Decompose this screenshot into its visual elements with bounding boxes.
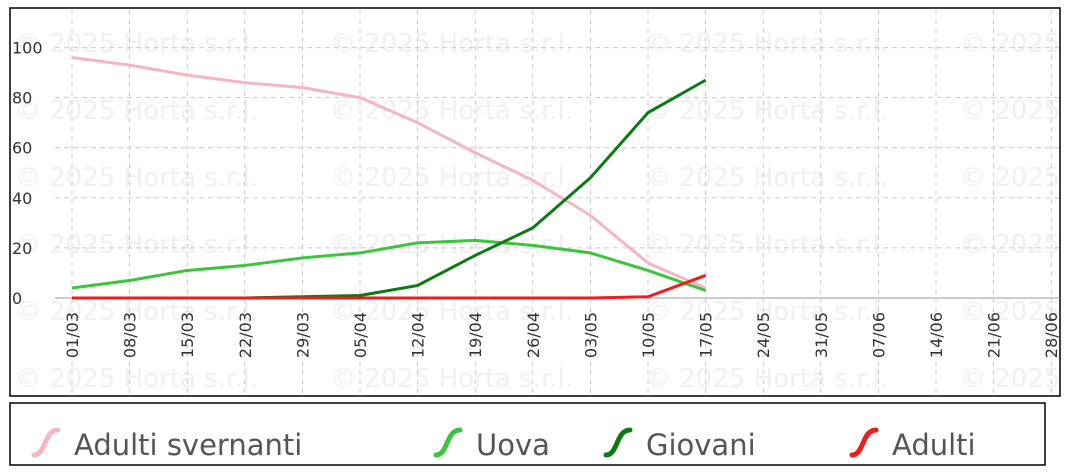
watermark: © 2025 Horta s.r.l. bbox=[960, 163, 1067, 193]
legend-label: Adulti bbox=[892, 428, 976, 462]
y-tick-label: 40 bbox=[12, 189, 32, 208]
x-tick-label: 15/03 bbox=[178, 312, 197, 358]
x-tick-label: 21/06 bbox=[985, 312, 1004, 358]
x-tick-label: 17/05 bbox=[697, 312, 716, 358]
watermark: © 2025 Horta s.r.l. bbox=[15, 96, 258, 126]
x-tick-label: 22/03 bbox=[236, 312, 255, 358]
legend-label: Giovani bbox=[646, 428, 756, 462]
watermark: © 2025 Horta s.r.l. bbox=[645, 297, 888, 327]
legend-icon bbox=[603, 427, 633, 458]
watermark: © 2025 Horta s.r.l. bbox=[15, 364, 258, 394]
chart-frame bbox=[9, 7, 1061, 397]
x-tick-label: 31/05 bbox=[812, 312, 831, 358]
x-tick-label: 07/06 bbox=[869, 312, 888, 358]
watermark: © 2025 Horta s.r.l. bbox=[960, 230, 1067, 260]
watermark: © 2025 Horta s.r.l. bbox=[645, 96, 888, 126]
watermark: © 2025 Horta s.r.l. bbox=[15, 29, 258, 59]
y-tick-label: 60 bbox=[12, 139, 32, 158]
series-line bbox=[71, 56, 707, 290]
legend-icon bbox=[433, 427, 463, 458]
legend-icon bbox=[849, 427, 879, 458]
watermark: © 2025 Horta s.r.l. bbox=[330, 364, 573, 394]
y-tick-label: 100 bbox=[12, 39, 43, 58]
x-tick-label: 26/04 bbox=[524, 312, 543, 358]
x-tick-label: 14/06 bbox=[927, 312, 946, 358]
y-tick-label: 80 bbox=[12, 89, 32, 108]
x-tick-label: 10/05 bbox=[639, 312, 658, 358]
y-tick-label: 0 bbox=[12, 289, 22, 308]
watermark: © 2025 Horta s.r.l. bbox=[15, 163, 258, 193]
watermark: © 2025 Horta s.r.l. bbox=[960, 96, 1067, 126]
x-tick-label: 12/04 bbox=[409, 312, 428, 358]
x-tick-label: 03/05 bbox=[581, 312, 600, 358]
x-tick-label: 29/03 bbox=[293, 312, 312, 358]
series-line bbox=[72, 274, 707, 300]
watermark: © 2025 Horta s.r.l. bbox=[645, 29, 888, 59]
watermark: © 2025 Horta s.r.l. bbox=[645, 364, 888, 394]
legend-label: Uova bbox=[476, 428, 550, 462]
watermark: © 2025 Horta s.r.l. bbox=[960, 297, 1067, 327]
watermark: © 2025 Horta s.r.l. bbox=[15, 230, 258, 260]
legend-frame bbox=[9, 402, 1046, 466]
x-tick-label: 05/04 bbox=[351, 312, 370, 358]
legend-label: Adulti svernanti bbox=[74, 428, 302, 462]
legend-icon bbox=[31, 427, 61, 458]
watermark: © 2025 Horta s.r.l. bbox=[15, 297, 258, 327]
watermark: © 2025 Horta s.r.l. bbox=[960, 364, 1067, 394]
watermark: © 2025 Horta s.r.l. bbox=[330, 163, 573, 193]
x-tick-label: 28/06 bbox=[1042, 312, 1061, 358]
x-tick-label: 08/03 bbox=[121, 312, 140, 358]
y-tick-label: 20 bbox=[12, 239, 32, 258]
watermark: © 2025 Horta s.r.l. bbox=[960, 29, 1067, 59]
series-line bbox=[71, 238, 707, 292]
x-tick-label: 19/04 bbox=[466, 312, 485, 358]
x-tick-label: 01/03 bbox=[63, 312, 82, 358]
watermark: © 2025 Horta s.r.l. bbox=[645, 230, 888, 260]
watermark: © 2025 Horta s.r.l. bbox=[645, 163, 888, 193]
watermark: © 2025 Horta s.r.l. bbox=[330, 29, 573, 59]
x-tick-label: 24/05 bbox=[754, 312, 773, 358]
